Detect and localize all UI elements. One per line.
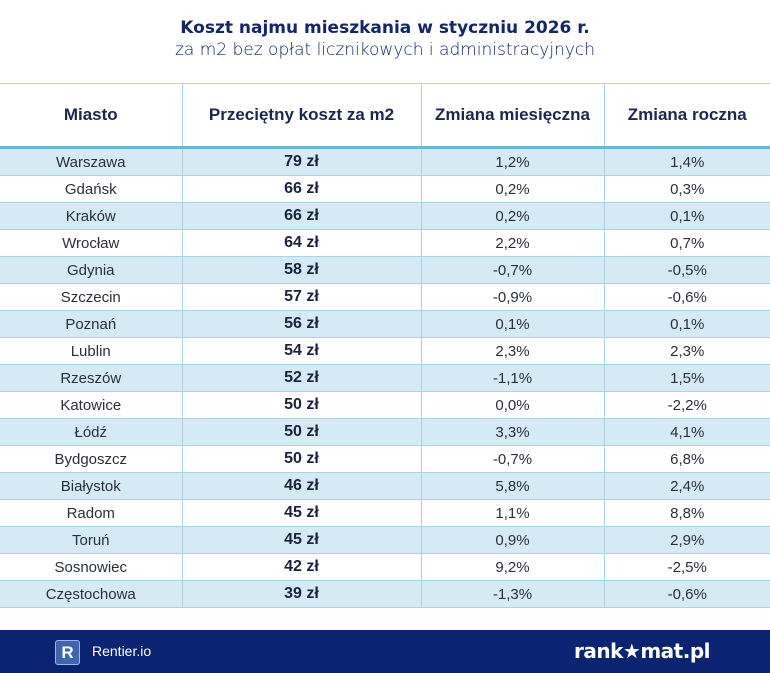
cell-monthly-change: 1,2% bbox=[421, 147, 605, 176]
cell-price: 58 zł bbox=[182, 256, 422, 284]
cell-city: Rzeszów bbox=[0, 364, 183, 392]
cell-price: 50 zł bbox=[182, 391, 422, 419]
cell-price: 50 zł bbox=[182, 418, 422, 446]
cell-city: Białystok bbox=[0, 472, 183, 500]
cell-monthly-change: 0,2% bbox=[421, 202, 605, 230]
cell-city: Sosnowiec bbox=[0, 553, 183, 581]
rent-table: Miasto Przeciętny koszt za m2 Zmiana mie… bbox=[0, 83, 770, 608]
cell-city: Gdynia bbox=[0, 256, 183, 284]
table-header-row: Miasto Przeciętny koszt za m2 Zmiana mie… bbox=[0, 83, 770, 149]
footer: R Rentier.io rank★mat.pl bbox=[0, 630, 770, 673]
table-row: Gdynia 58 zł -0,7% -0,5% bbox=[0, 256, 770, 284]
cell-city: Lublin bbox=[0, 337, 183, 365]
cell-yearly-change: 2,4% bbox=[604, 472, 770, 500]
header-price: Przeciętny koszt za m2 bbox=[182, 83, 422, 149]
cell-yearly-change: 0,1% bbox=[604, 202, 770, 230]
rankomat-logo: rank★mat.pl bbox=[574, 639, 711, 663]
cell-price: 39 zł bbox=[182, 580, 422, 608]
cell-yearly-change: 0,1% bbox=[604, 310, 770, 338]
header-monthly-change: Zmiana miesięczna bbox=[421, 83, 605, 149]
cell-yearly-change: 6,8% bbox=[604, 445, 770, 473]
cell-yearly-change: 8,8% bbox=[604, 499, 770, 527]
cell-yearly-change: 4,1% bbox=[604, 418, 770, 446]
cell-city: Warszawa bbox=[0, 147, 183, 176]
table-row: Rzeszów 52 zł -1,1% 1,5% bbox=[0, 364, 770, 392]
cell-price: 79 zł bbox=[182, 147, 422, 176]
table-row: Katowice 50 zł 0,0% -2,2% bbox=[0, 391, 770, 419]
table-row: Szczecin 57 zł -0,9% -0,6% bbox=[0, 283, 770, 311]
cell-price: 66 zł bbox=[182, 175, 422, 203]
table-row: Białystok 46 zł 5,8% 2,4% bbox=[0, 472, 770, 500]
cell-city: Toruń bbox=[0, 526, 183, 554]
cell-monthly-change: -0,9% bbox=[421, 283, 605, 311]
cell-yearly-change: 2,9% bbox=[604, 526, 770, 554]
cell-monthly-change: -0,7% bbox=[421, 445, 605, 473]
cell-price: 66 zł bbox=[182, 202, 422, 230]
cell-price: 42 zł bbox=[182, 553, 422, 581]
cell-monthly-change: 9,2% bbox=[421, 553, 605, 581]
cell-monthly-change: 1,1% bbox=[421, 499, 605, 527]
cell-monthly-change: 0,1% bbox=[421, 310, 605, 338]
cell-yearly-change: 1,4% bbox=[604, 147, 770, 176]
cell-price: 50 zł bbox=[182, 445, 422, 473]
cell-yearly-change: 1,5% bbox=[604, 364, 770, 392]
cell-monthly-change: 2,3% bbox=[421, 337, 605, 365]
page-subtitle: za m2 bez opłat licznikowych i administr… bbox=[174, 40, 596, 60]
rentier-logo-icon: R bbox=[55, 640, 80, 665]
table-row: Poznań 56 zł 0,1% 0,1% bbox=[0, 310, 770, 338]
cell-city: Gdańsk bbox=[0, 175, 183, 203]
cell-yearly-change: 0,3% bbox=[604, 175, 770, 203]
cell-monthly-change: -1,1% bbox=[421, 364, 605, 392]
cell-price: 56 zł bbox=[182, 310, 422, 338]
cell-monthly-change: 0,2% bbox=[421, 175, 605, 203]
cell-city: Łódź bbox=[0, 418, 183, 446]
rentier-brand: Rentier.io bbox=[92, 643, 152, 659]
table-row: Wrocław 64 zł 2,2% 0,7% bbox=[0, 229, 770, 257]
cell-yearly-change: -2,2% bbox=[604, 391, 770, 419]
cell-price: 45 zł bbox=[182, 499, 422, 527]
cell-price: 45 zł bbox=[182, 526, 422, 554]
cell-city: Poznań bbox=[0, 310, 183, 338]
page-title: Koszt najmu mieszkania w styczniu 2026 r… bbox=[180, 18, 590, 38]
cell-city: Radom bbox=[0, 499, 183, 527]
cell-city: Kraków bbox=[0, 202, 183, 230]
table-row: Kraków 66 zł 0,2% 0,1% bbox=[0, 202, 770, 230]
table-row: Lublin 54 zł 2,3% 2,3% bbox=[0, 337, 770, 365]
cell-price: 54 zł bbox=[182, 337, 422, 365]
cell-yearly-change: -0,6% bbox=[604, 283, 770, 311]
table-row: Bydgoszcz 50 zł -0,7% 6,8% bbox=[0, 445, 770, 473]
cell-yearly-change: -2,5% bbox=[604, 553, 770, 581]
cell-monthly-change: 5,8% bbox=[421, 472, 605, 500]
header-yearly-change: Zmiana roczna bbox=[604, 83, 770, 149]
cell-yearly-change: 2,3% bbox=[604, 337, 770, 365]
cell-monthly-change: -0,7% bbox=[421, 256, 605, 284]
cell-monthly-change: 3,3% bbox=[421, 418, 605, 446]
cell-city: Katowice bbox=[0, 391, 183, 419]
cell-monthly-change: 0,9% bbox=[421, 526, 605, 554]
cell-monthly-change: 0,0% bbox=[421, 391, 605, 419]
cell-city: Wrocław bbox=[0, 229, 183, 257]
cell-yearly-change: 0,7% bbox=[604, 229, 770, 257]
cell-city: Bydgoszcz bbox=[0, 445, 183, 473]
table-row: Gdańsk 66 zł 0,2% 0,3% bbox=[0, 175, 770, 203]
cell-price: 64 zł bbox=[182, 229, 422, 257]
table-row: Częstochowa 39 zł -1,3% -0,6% bbox=[0, 580, 770, 608]
table-row: Radom 45 zł 1,1% 8,8% bbox=[0, 499, 770, 527]
cell-monthly-change: 2,2% bbox=[421, 229, 605, 257]
table-row: Łódź 50 zł 3,3% 4,1% bbox=[0, 418, 770, 446]
header-city: Miasto bbox=[0, 83, 183, 149]
cell-price: 52 zł bbox=[182, 364, 422, 392]
table-row: Toruń 45 zł 0,9% 2,9% bbox=[0, 526, 770, 554]
cell-price: 57 zł bbox=[182, 283, 422, 311]
cell-yearly-change: -0,6% bbox=[604, 580, 770, 608]
table-row: Sosnowiec 42 zł 9,2% -2,5% bbox=[0, 553, 770, 581]
table-row: Warszawa 79 zł 1,2% 1,4% bbox=[0, 147, 770, 176]
cell-monthly-change: -1,3% bbox=[421, 580, 605, 608]
cell-city: Szczecin bbox=[0, 283, 183, 311]
cell-city: Częstochowa bbox=[0, 580, 183, 608]
cell-price: 46 zł bbox=[182, 472, 422, 500]
cell-yearly-change: -0,5% bbox=[604, 256, 770, 284]
